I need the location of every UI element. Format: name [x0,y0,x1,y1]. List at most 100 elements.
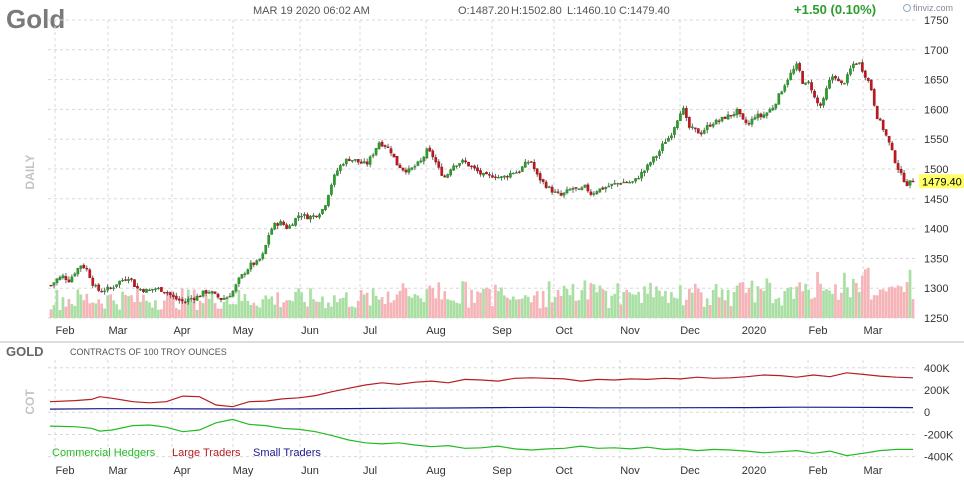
volume-bar [204,295,208,318]
candle-body [795,63,799,70]
candle-body [452,165,456,171]
volume-bar [693,283,697,318]
candle-body [637,177,640,180]
volume-bar [735,285,739,318]
candle-body [565,189,569,194]
candle-body [94,285,98,287]
volume-bar [837,299,840,318]
cot-tick-label: 400K [924,363,950,375]
cot-x-tick-label: Jul [363,465,377,477]
volume-bar [729,306,733,318]
volume-bar [100,303,104,318]
price-tick-label: 1450 [924,194,948,206]
volume-bar [556,289,560,318]
candle-body [485,172,488,175]
candle-body [544,181,548,188]
candle-body [139,288,142,291]
volume-bar [902,292,906,318]
volume-bar [893,287,897,318]
candle-body [350,159,354,162]
candle-body [628,182,632,184]
candle-body [840,80,843,84]
cot-x-tick-label: Nov [620,465,640,477]
last-price-marker: 1479.40 [919,174,964,189]
volume-bar [801,291,804,318]
volume-bar [198,300,202,318]
volume-bar [168,291,172,318]
candle-body [237,277,241,284]
candle-body [198,295,202,298]
volume-bar [389,302,393,318]
candle-body [64,276,68,280]
volume-bar [255,305,259,318]
candle-body [670,135,673,139]
candle-body [837,78,840,82]
volume-bar [306,306,309,318]
volume-bar [82,300,86,318]
volume-bar [127,296,130,318]
candle-body [246,269,250,275]
volume-bar [538,308,542,318]
cot-subtitle: CONTRACTS OF 100 TROY OUNCES [70,347,227,357]
candle-body [371,154,375,157]
candle-body [905,181,909,187]
candle-body [154,288,157,290]
candle-body [834,76,837,79]
candle-body [458,163,461,166]
candle-body [562,192,566,196]
candle-body [792,68,796,74]
volume-bar [646,293,649,318]
candle-body [649,162,652,166]
candle-body [640,171,643,179]
volume-bar [771,303,775,318]
candle-body [91,277,95,286]
candle-body [362,161,366,164]
candle-body [789,72,793,80]
candle-body [103,290,107,292]
candle-body [240,274,244,279]
candle-body [816,97,819,104]
candle-body [750,118,754,125]
price-tick-label: 1300 [924,283,948,295]
volume-bar [637,291,640,318]
volume-bar [115,304,118,318]
volume-bar [383,303,387,318]
volume-bar [94,303,98,318]
candle-body [285,224,288,229]
candle-body [243,273,247,275]
candle-body [395,155,399,166]
candle-body [130,278,133,280]
volume-bar [330,306,333,318]
volume-bar [79,294,83,318]
candle-body [753,117,757,120]
volume-bar [717,297,721,318]
candle-body [571,188,575,190]
candle-body [592,193,596,195]
volume-bar [276,292,280,318]
candle-body [288,225,291,229]
candle-body [306,214,309,220]
volume-bar [118,309,121,318]
candle-body [768,109,772,113]
candle-body [473,165,476,169]
volume-bar [407,296,411,318]
candle-body [828,80,831,89]
candle-body [771,107,775,111]
candle-body [643,170,646,174]
price-tick-label: 1350 [924,253,948,265]
candle-body [711,123,715,127]
candle-body [145,289,148,293]
candle-body [85,268,89,270]
volume-bar [625,289,629,318]
volume-bar [699,292,703,318]
volume-bar [392,300,396,318]
candle-body [276,223,280,226]
finviz-watermark[interactable]: finviz.com [903,3,954,13]
volume-bar [67,299,71,318]
volume-bar [544,307,548,318]
candle-body [389,148,393,154]
volume-bar [705,298,709,318]
candle-body [497,177,500,179]
candle-body [422,156,426,162]
candle-body [852,63,855,69]
